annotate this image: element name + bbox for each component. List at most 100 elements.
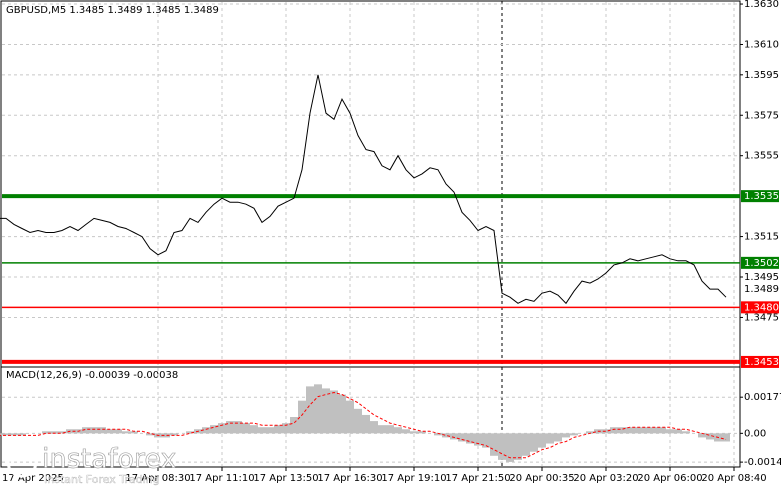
logo-icon	[6, 446, 38, 478]
y-tick-label: 1.3610	[744, 39, 779, 50]
macd-bar	[90, 427, 98, 434]
macd-bar	[114, 429, 122, 434]
macd-bar	[498, 433, 506, 460]
macd-bar	[266, 427, 274, 434]
macd-bar	[522, 433, 530, 456]
macd-bar	[642, 427, 650, 434]
macd-bar	[306, 386, 314, 434]
macd-bar	[346, 400, 354, 434]
x-tick-label: 17 Apr 13:50	[253, 473, 318, 484]
logo-brand: instaforex	[42, 444, 176, 475]
y-tick-label: 1.3515	[744, 232, 779, 243]
macd-bar	[666, 429, 674, 434]
axis-label: 1.3489	[744, 284, 779, 295]
macd-bar	[226, 421, 234, 434]
axis-label-box	[741, 283, 779, 296]
macd-bar	[634, 427, 642, 434]
y-tick-label: 1.3495	[744, 272, 779, 283]
axis-label: 1.3535	[744, 191, 779, 202]
axis-label-box	[741, 355, 779, 368]
macd-bar	[650, 427, 658, 434]
macd-bar	[210, 425, 218, 434]
macd-bar	[202, 427, 210, 434]
macd-bar	[298, 400, 306, 434]
x-tick-label: 17 Apr 11:10	[189, 473, 254, 484]
macd-bar	[482, 433, 490, 448]
price-line	[0, 74, 727, 305]
macd-bar	[274, 425, 282, 434]
macd-bar	[130, 431, 138, 434]
macd-bar	[514, 433, 522, 460]
macd-bar	[2, 433, 10, 436]
axis-label: 1.3502	[744, 258, 779, 269]
y-tick-label: 1.3630	[744, 0, 779, 10]
macd-bar	[562, 433, 570, 438]
macd-bar	[378, 425, 386, 434]
macd-bar	[218, 423, 226, 434]
logo-tagline: Instant Forex Trading	[44, 473, 160, 486]
macd-frame	[0, 366, 741, 468]
macd-bar	[682, 431, 690, 434]
macd-bar	[282, 423, 290, 434]
macd-bar	[58, 431, 66, 434]
logo: instaforex Instant Forex Trading	[6, 443, 177, 486]
macd-bar	[530, 433, 538, 452]
axis-label: 1.3480	[744, 302, 779, 313]
macd-bar	[362, 414, 370, 434]
macd-bar	[658, 427, 666, 434]
macd-bar	[42, 431, 50, 434]
macd-bar	[290, 417, 298, 434]
macd-bar	[474, 433, 482, 446]
macd-bar	[0, 433, 2, 436]
macd-bar	[434, 433, 442, 436]
axis-label-box	[741, 190, 779, 203]
y-tick-label: 1.3595	[744, 70, 779, 81]
x-tick-label: 17 Apr 08:30	[125, 473, 190, 484]
macd-bar	[450, 433, 458, 440]
macd-bar	[418, 431, 426, 434]
macd-bar	[106, 429, 114, 434]
x-tick-label: 17 Apr 2025	[2, 473, 64, 484]
macd-bar	[82, 427, 90, 434]
macd-bar	[322, 388, 330, 434]
x-tick-label: 20 Apr 00:35	[509, 473, 574, 484]
x-tick-label: 20 Apr 06:00	[637, 473, 702, 484]
macd-bar	[410, 431, 418, 434]
macd-bar	[506, 433, 514, 462]
macd-bar	[18, 433, 26, 436]
x-tick-label: 17 Apr 19:10	[381, 473, 446, 484]
x-tick-label: 17 Apr 16:30	[317, 473, 382, 484]
macd-bar	[626, 427, 634, 434]
y-tick-label: 1.3555	[744, 151, 779, 162]
chart-title: GBPUSD,M5 1.3485 1.3489 1.3485 1.3489	[6, 5, 219, 16]
macd-bar	[602, 429, 610, 434]
macd-bar	[586, 431, 594, 434]
macd-bar	[330, 390, 338, 434]
macd-bar	[170, 433, 178, 436]
macd-bar	[186, 431, 194, 434]
macd-bar	[722, 433, 730, 442]
macd-bar	[546, 433, 554, 444]
signal-line	[0, 391, 727, 459]
macd-title: MACD(12,26,9) -0.00039 -0.00038	[6, 370, 178, 381]
macd-bar	[146, 433, 154, 436]
macd-bar	[370, 421, 378, 434]
x-tick-label: 20 Apr 08:40	[701, 473, 766, 484]
macd-bar	[242, 423, 250, 434]
macd-bar	[618, 427, 626, 434]
macd-bar	[10, 433, 18, 436]
macd-bar	[466, 433, 474, 444]
macd-bar	[490, 433, 498, 456]
macd-bar	[570, 433, 578, 436]
x-tick-label: 17 Apr 21:50	[445, 473, 510, 484]
macd-bar	[554, 433, 562, 442]
macd-bar	[386, 425, 394, 434]
y-tick-label: 0.00	[744, 428, 766, 439]
axis-label-box	[741, 256, 779, 269]
macd-bar	[122, 431, 130, 434]
macd-bar	[354, 408, 362, 434]
macd-bar	[442, 433, 450, 438]
